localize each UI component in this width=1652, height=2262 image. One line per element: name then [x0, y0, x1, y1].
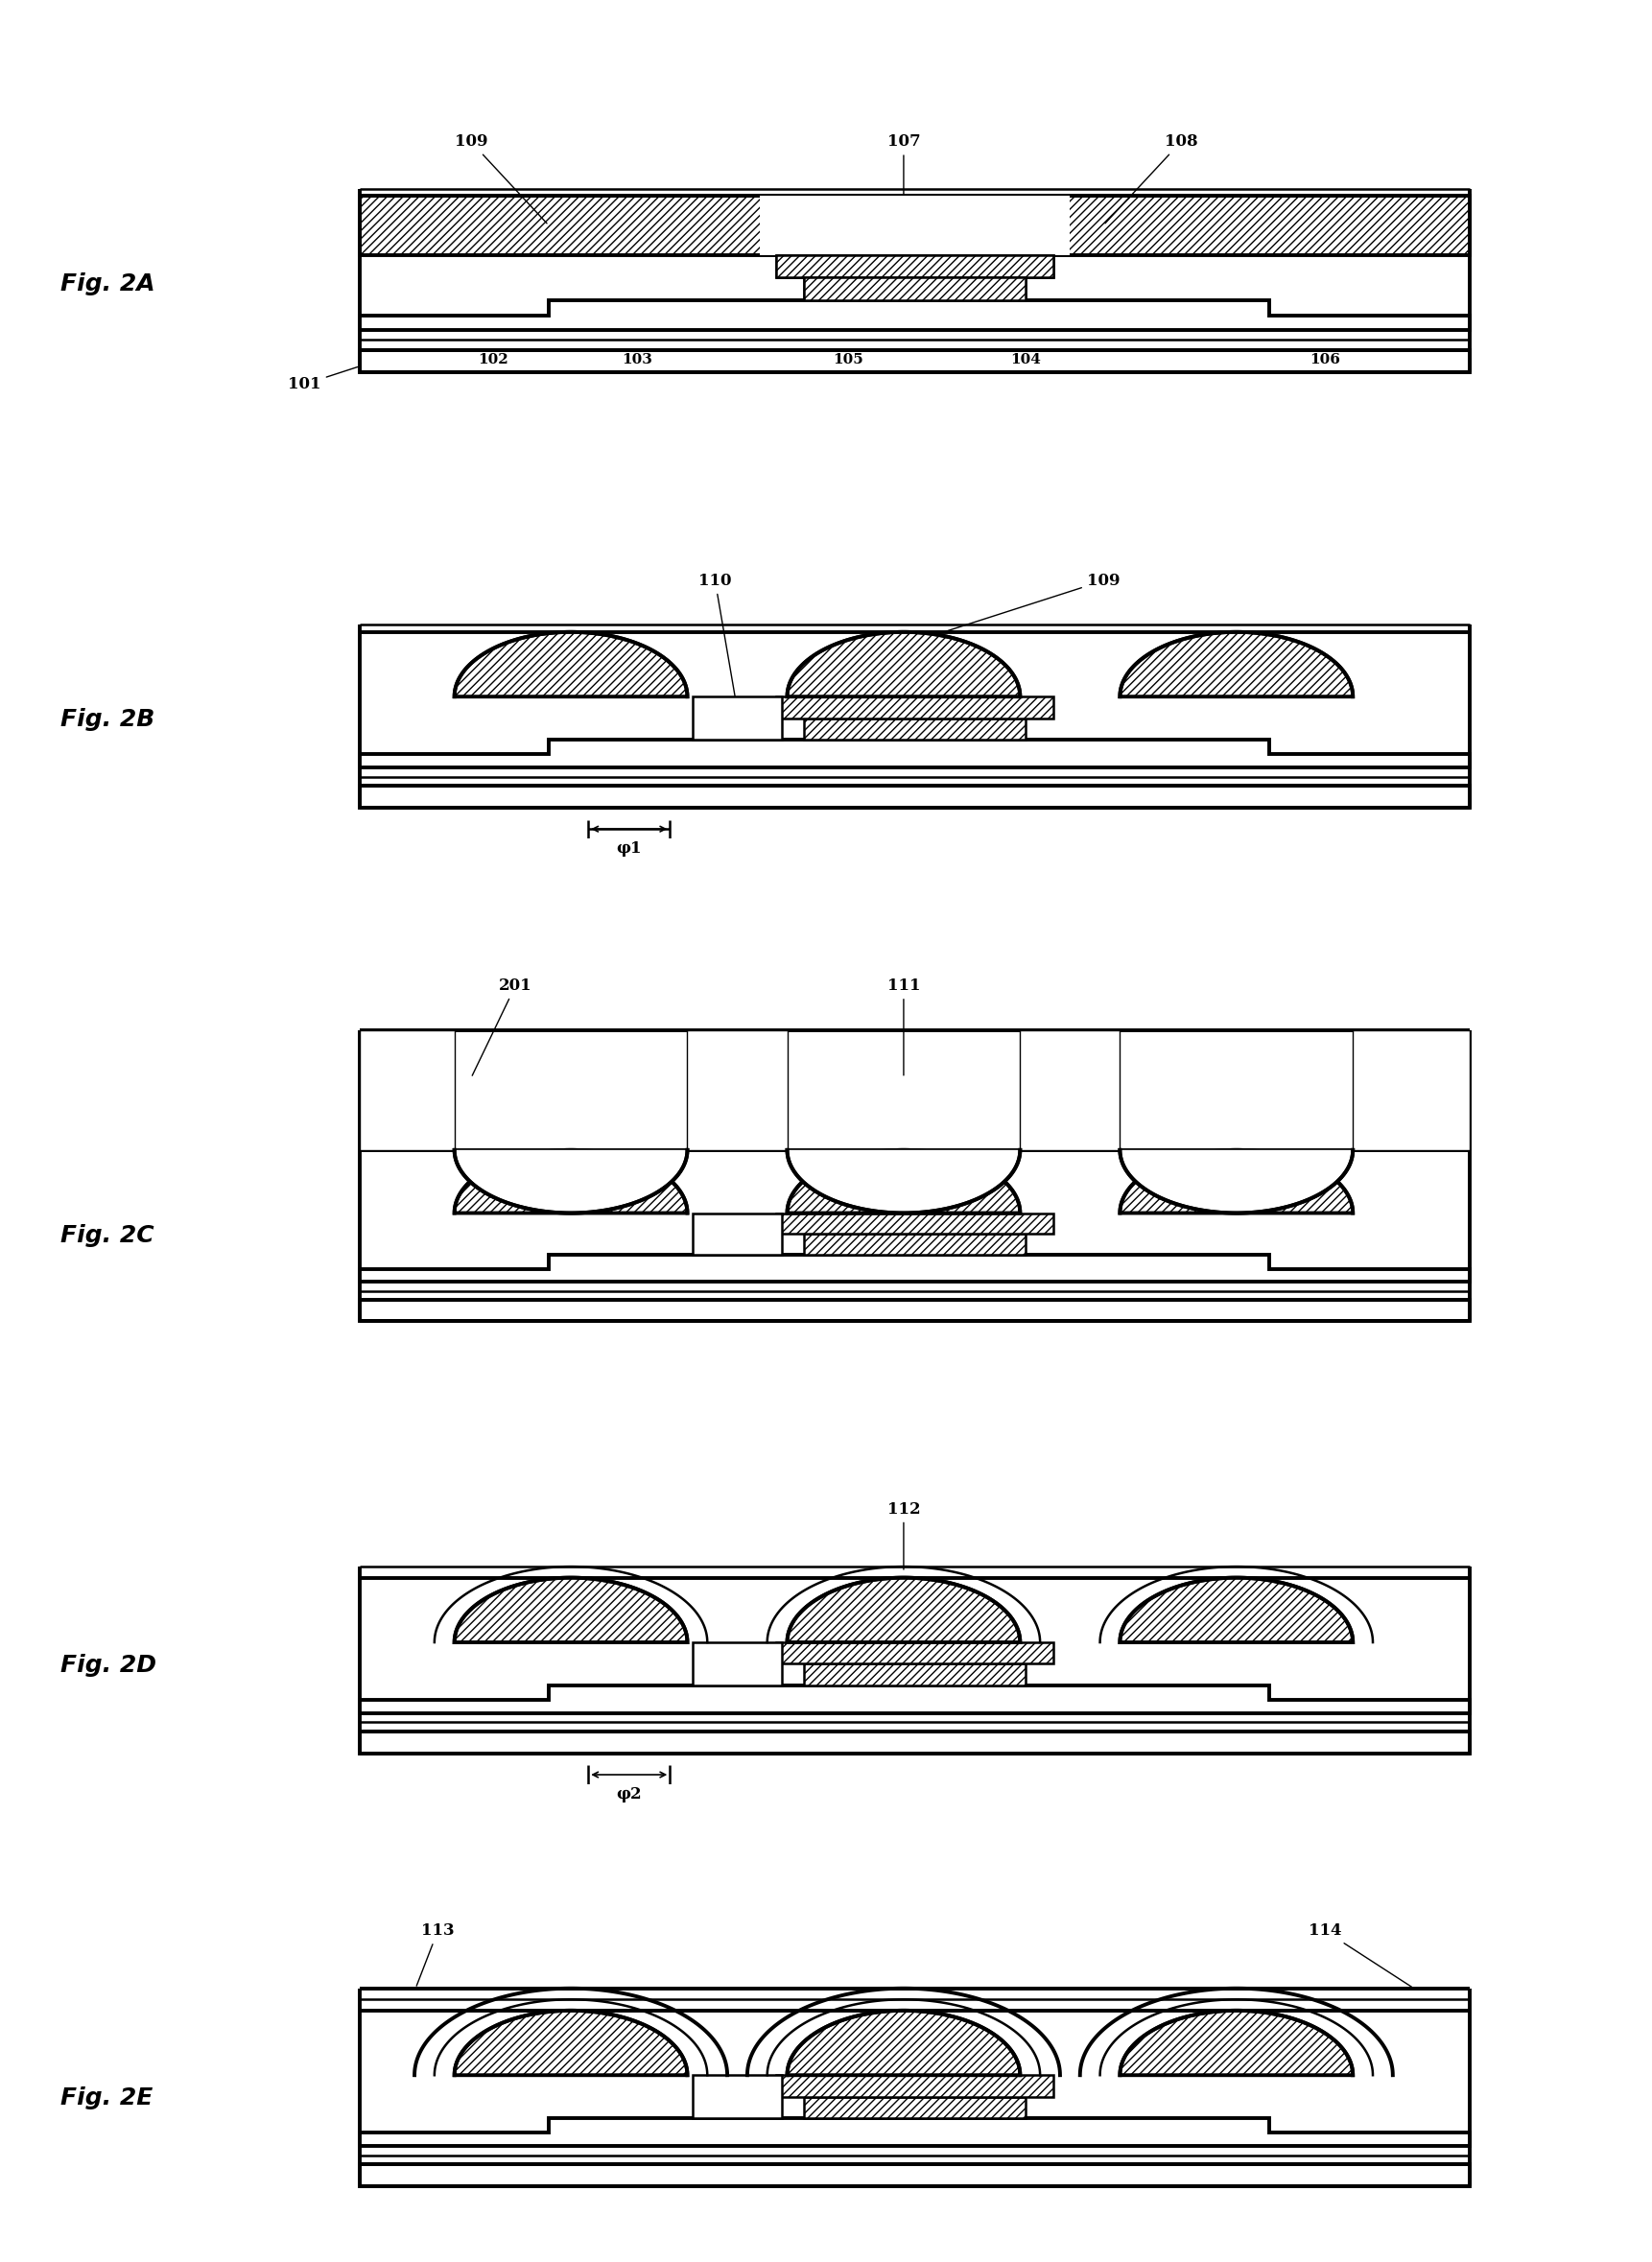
- Bar: [360, 785, 1469, 808]
- Polygon shape: [360, 1685, 1469, 1712]
- Polygon shape: [1120, 2011, 1353, 2074]
- Text: Fig. 2B: Fig. 2B: [61, 708, 155, 731]
- Polygon shape: [786, 1577, 1019, 1642]
- Text: 103: 103: [623, 353, 653, 366]
- Text: 113: 113: [416, 1923, 454, 1986]
- Bar: [687, 1029, 786, 1149]
- Bar: [360, 2165, 1469, 2185]
- Polygon shape: [786, 631, 1019, 697]
- Polygon shape: [786, 1149, 1019, 1212]
- Polygon shape: [1120, 631, 1353, 697]
- Bar: [692, 2074, 781, 2117]
- Text: 101: 101: [287, 366, 357, 391]
- Bar: [776, 256, 1054, 278]
- Bar: [937, 2133, 1270, 2147]
- Polygon shape: [786, 1149, 1019, 1212]
- Text: Fig. 2C: Fig. 2C: [61, 1224, 154, 1246]
- Polygon shape: [1120, 1149, 1353, 1212]
- Text: Fig. 2E: Fig. 2E: [61, 2088, 154, 2110]
- Polygon shape: [1120, 1149, 1353, 1212]
- Bar: [692, 1642, 781, 1685]
- Polygon shape: [786, 1149, 1019, 1212]
- Polygon shape: [454, 1149, 687, 1212]
- Text: 201: 201: [472, 977, 532, 1074]
- Polygon shape: [786, 631, 1019, 697]
- Polygon shape: [1120, 1577, 1353, 1642]
- Text: φ2: φ2: [616, 1787, 643, 1803]
- Bar: [360, 1301, 1469, 1321]
- Bar: [692, 697, 781, 740]
- Text: 112: 112: [887, 1502, 920, 1570]
- Bar: [360, 351, 1469, 373]
- Polygon shape: [454, 1149, 687, 1212]
- Polygon shape: [360, 2117, 1469, 2147]
- Polygon shape: [360, 301, 1469, 330]
- Polygon shape: [1120, 2011, 1353, 2074]
- Bar: [548, 753, 781, 767]
- Text: 109: 109: [454, 133, 547, 224]
- Text: 106: 106: [1310, 353, 1340, 366]
- Polygon shape: [786, 2011, 1019, 2074]
- Polygon shape: [786, 2011, 1019, 2074]
- Bar: [360, 197, 1469, 256]
- Bar: [692, 1212, 781, 1255]
- Bar: [937, 1699, 1270, 1712]
- Text: Fig. 2A: Fig. 2A: [61, 274, 155, 296]
- Text: φ1: φ1: [616, 841, 643, 857]
- Bar: [805, 1665, 1026, 1685]
- Bar: [805, 717, 1026, 740]
- Bar: [548, 1269, 781, 1283]
- Polygon shape: [360, 1255, 1469, 1283]
- Bar: [937, 317, 1270, 330]
- Polygon shape: [454, 2011, 687, 2074]
- Bar: [776, 2074, 1054, 2097]
- Bar: [1019, 1029, 1120, 1149]
- Bar: [776, 1642, 1054, 1665]
- Text: 107: 107: [887, 133, 920, 265]
- Bar: [1353, 1029, 1469, 1149]
- Polygon shape: [454, 1577, 687, 1642]
- Bar: [360, 1733, 1469, 1753]
- Bar: [937, 753, 1270, 767]
- Polygon shape: [786, 1577, 1019, 1642]
- Text: 114: 114: [1308, 1923, 1412, 1986]
- Bar: [776, 256, 1054, 278]
- Polygon shape: [454, 1577, 687, 1642]
- Text: 110: 110: [699, 572, 737, 708]
- Bar: [805, 278, 1026, 301]
- Text: 111: 111: [887, 977, 920, 1074]
- Polygon shape: [1120, 1577, 1353, 1642]
- Bar: [805, 278, 1026, 301]
- Text: 102: 102: [477, 353, 509, 366]
- Text: Fig. 2D: Fig. 2D: [61, 1654, 157, 1676]
- Bar: [805, 2097, 1026, 2117]
- Bar: [548, 317, 781, 330]
- Bar: [805, 1235, 1026, 1255]
- Bar: [776, 697, 1054, 717]
- Polygon shape: [454, 631, 687, 697]
- Bar: [760, 197, 1070, 256]
- Text: 104: 104: [1011, 353, 1041, 366]
- Bar: [360, 1029, 454, 1149]
- Text: 109: 109: [907, 572, 1120, 645]
- Polygon shape: [1120, 1149, 1353, 1212]
- Text: 105: 105: [833, 353, 864, 366]
- Bar: [548, 1699, 781, 1712]
- Polygon shape: [454, 2011, 687, 2074]
- Polygon shape: [454, 1149, 687, 1212]
- Bar: [937, 1269, 1270, 1283]
- Bar: [776, 1212, 1054, 1235]
- Polygon shape: [360, 740, 1469, 767]
- Bar: [548, 2133, 781, 2147]
- Polygon shape: [1120, 631, 1353, 697]
- Polygon shape: [454, 631, 687, 697]
- Text: 108: 108: [1105, 133, 1198, 224]
